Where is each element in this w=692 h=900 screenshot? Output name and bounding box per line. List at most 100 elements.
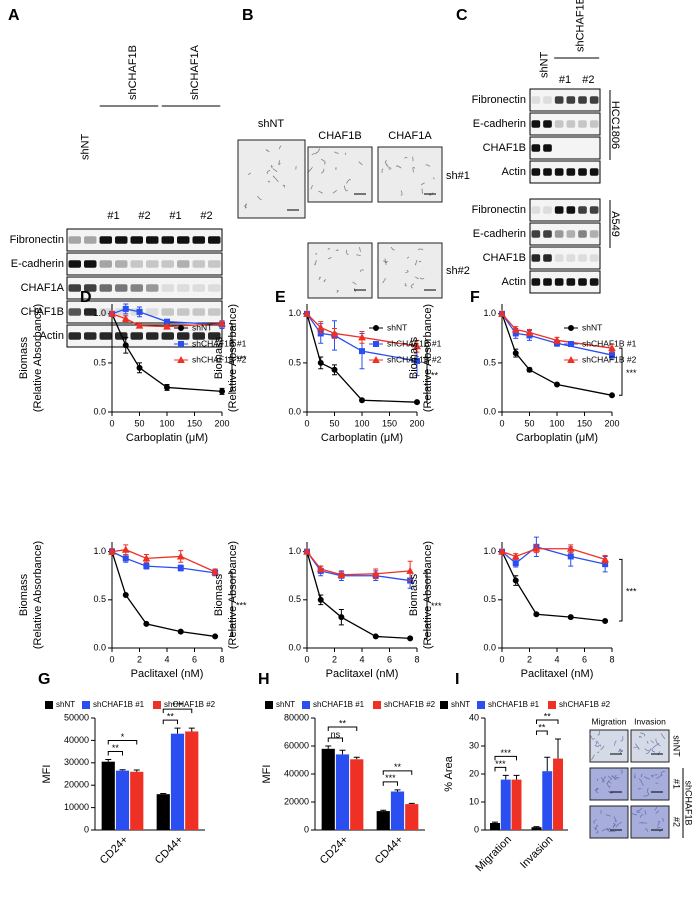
marker [177,355,185,363]
cell [595,829,599,834]
micrograph [630,805,670,839]
y-tick-label: 1.0 [483,308,496,318]
cell [270,164,274,168]
significance: *** [495,759,506,769]
band [161,332,174,340]
bar [335,754,350,830]
x-tick-label: 0 [304,418,309,428]
marker [358,333,366,341]
cell [381,168,384,173]
marker [136,364,143,371]
marker [373,341,379,347]
significance: ** [394,762,402,772]
cell [332,189,338,194]
band [130,332,143,340]
marker [511,552,520,560]
y-tick-label: 0.5 [288,357,301,367]
band [554,96,564,104]
y-tick-label: 0.0 [93,642,106,652]
marker [609,392,615,399]
significance: *** [626,587,637,597]
error-bar [502,774,509,780]
band [115,284,128,292]
marker [108,309,116,317]
band [566,96,576,104]
x-tick-label: 4 [554,654,559,664]
band [161,284,174,292]
band [99,332,112,340]
micrograph [377,146,443,203]
y-axis-title: (Relative Absorbance) [32,541,44,649]
blot-strip [66,228,223,252]
panel-letter: B [242,7,254,24]
marker [219,388,225,395]
row-label: Fibronectin [472,204,526,216]
x-tick-label: 6 [582,654,587,664]
marker [406,566,414,574]
band [208,284,221,292]
cell [335,248,339,251]
marker [414,399,420,406]
micrograph [589,805,629,839]
band [177,260,190,268]
panel-letter: H [258,671,270,688]
cell [643,792,649,797]
significance: *** [431,601,442,611]
y-axis-title: (Relative Absorbance) [227,304,239,412]
x-tick-label: 6 [387,654,392,664]
band [531,168,541,176]
cell [336,289,339,293]
cell [396,165,402,169]
legend-swatch [302,701,310,709]
band [208,260,221,268]
band [566,168,576,176]
x-tick-label: 200 [409,418,424,428]
cell [272,168,278,173]
cell [608,780,612,784]
bar [115,770,130,830]
significance: ** [339,718,347,728]
row-label: Actin [40,330,64,342]
cell [315,252,317,255]
legend-label: shNT [276,700,295,709]
band [589,230,599,238]
error-bar [105,758,112,762]
y-axis-title: (Relative Absorbance) [227,541,239,649]
column-label: shNT [258,118,285,130]
cell [595,740,597,744]
error-bar [408,802,415,805]
error-bar [133,769,140,772]
y-tick-label: 0.5 [93,357,106,367]
significance-bracket [327,737,343,742]
error-bar [325,745,332,749]
cell [247,172,251,176]
error-bar [119,769,126,771]
group-label: shCHAF1B [684,780,692,825]
micrograph [307,242,373,299]
band [589,96,599,104]
column-label: CHAF1B [318,130,361,142]
column-label: Migration [592,716,627,726]
band [161,236,174,244]
band [578,168,587,176]
cell [594,744,599,748]
cell [404,282,407,287]
marker [373,325,379,331]
cell [356,254,361,257]
marker [317,596,324,603]
legend-label: shCHAF1B #1 [313,700,365,709]
band [115,236,128,244]
cell [320,158,326,165]
band [578,96,587,104]
cell [605,814,611,817]
cell [406,256,410,259]
band [543,230,552,238]
x-tick-label: 4 [359,654,364,664]
y-tick-label: 40000 [64,735,89,745]
band [531,254,541,262]
marker [108,547,116,555]
band [589,278,599,286]
cell [390,246,395,251]
marker [512,560,519,567]
